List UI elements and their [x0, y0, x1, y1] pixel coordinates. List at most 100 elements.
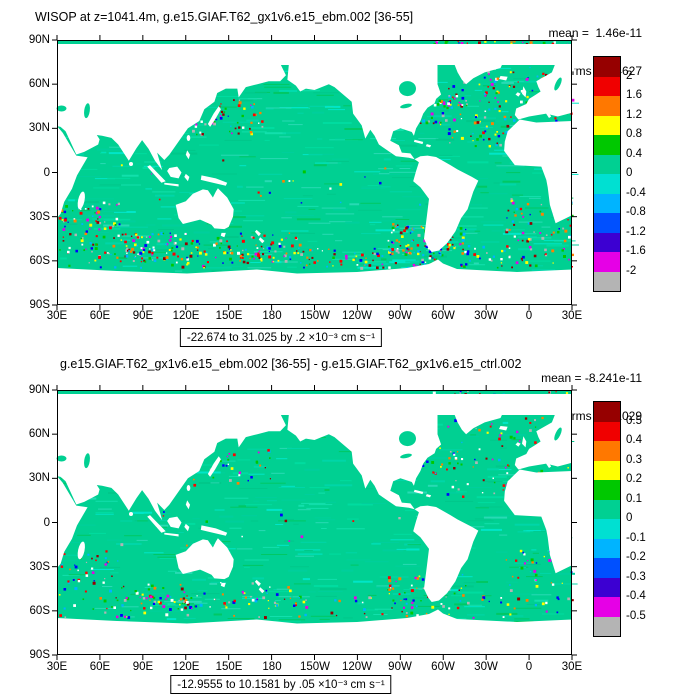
- colorbar-label: 1.2: [626, 108, 642, 121]
- colorbar-label: 0.4: [626, 147, 642, 160]
- colorbar-label: -1.2: [626, 225, 646, 238]
- y-tick-label: 60N: [28, 78, 50, 90]
- x-tick-label: 30E: [561, 661, 583, 673]
- bottom-mean-value: mean = -8.241e-11: [541, 371, 642, 385]
- colorbar-label: -2: [626, 264, 637, 277]
- bottom-panel-title: g.e15.GIAF.T62_gx1v6.e15_ebm.002 [36-55]…: [60, 357, 522, 371]
- colorbar-cell: [594, 96, 620, 117]
- x-tick-label: 150E: [215, 310, 243, 322]
- colorbar-cell: [594, 421, 620, 442]
- x-tick-label: 0: [525, 661, 533, 673]
- colorbar-cell: [594, 252, 620, 273]
- y-tick-label: 60S: [29, 605, 50, 617]
- x-tick-label: 90W: [388, 661, 412, 673]
- colorbar-cell: [594, 57, 620, 78]
- colorbar-cell: [594, 76, 620, 97]
- y-tick-label: 90N: [28, 384, 50, 396]
- y-tick-label: 0: [43, 517, 50, 529]
- colorbar-cell: [594, 174, 620, 195]
- colorbar-label: 0.4: [626, 434, 642, 446]
- x-tick-label: 90E: [132, 310, 154, 322]
- x-tick-label: 30W: [474, 661, 498, 673]
- bottom-world-map: [52, 385, 578, 660]
- bottom-contour-range-label: -12.9555 to 10.1581 by .05 ×10⁻³ cm s⁻¹: [170, 675, 392, 694]
- top-mean-value: mean = 1.46e-11: [548, 26, 642, 40]
- y-tick-label: 60S: [29, 255, 50, 267]
- colorbar-cell: [594, 597, 620, 618]
- x-tick-label: 120E: [172, 310, 200, 322]
- y-tick-label: 30S: [29, 211, 50, 223]
- x-tick-label: 180: [262, 310, 282, 322]
- colorbar-label: 1.6: [626, 89, 642, 101]
- colorbar-label: 0.3: [626, 453, 642, 466]
- x-tick-label: 120E: [172, 661, 200, 673]
- top-colorbar: 2 1.6 1.2 0.8 0.4 0 -0.4 -0.8 -1.2 -1.6 -2: [593, 56, 646, 292]
- x-tick-label: 60E: [89, 661, 111, 673]
- colorbar-cell: [594, 441, 620, 462]
- x-tick-label: 120W: [341, 661, 373, 673]
- x-tick-label: 60E: [89, 310, 111, 322]
- y-tick-label: 30N: [28, 472, 50, 484]
- y-tick-label: 30N: [28, 122, 50, 134]
- y-tick-label: 60N: [28, 428, 50, 440]
- x-tick-label: 30E: [46, 310, 68, 322]
- top-panel-title: WISOP at z=1041.4m, g.e15.GIAF.T62_gx1v6…: [35, 10, 414, 24]
- colorbar-label: -0.1: [626, 531, 646, 544]
- colorbar-label: 0.8: [626, 128, 642, 140]
- colorbar-label: 0.1: [626, 492, 642, 505]
- colorbar-cell: [594, 577, 620, 598]
- colorbar-cell: [594, 213, 620, 234]
- y-tick-label: 30S: [29, 561, 50, 573]
- colorbar-cell: [594, 460, 620, 481]
- x-tick-label: 120W: [341, 310, 373, 322]
- x-tick-label: 0: [525, 310, 533, 322]
- colorbar-cell: [594, 558, 620, 579]
- colorbar-cell: [594, 232, 620, 253]
- x-tick-label: 90E: [132, 661, 154, 673]
- colorbar-label: 0: [626, 512, 633, 524]
- colorbar-label: 0.5: [626, 414, 642, 427]
- y-tick-label: 90S: [29, 649, 50, 661]
- colorbar-label: -0.5: [626, 609, 646, 622]
- axis-ticks: [52, 35, 577, 310]
- colorbar-cell: [594, 499, 620, 520]
- colorbar-cell: [594, 135, 620, 156]
- colorbar-label: -0.4: [626, 590, 646, 602]
- top-contour-range-label: -22.674 to 31.025 by .2 ×10⁻³ cm s⁻¹: [179, 328, 383, 347]
- axis-ticks: [52, 385, 577, 660]
- colorbar-label: 0.2: [626, 473, 642, 485]
- top-world-map: [52, 35, 579, 310]
- y-tick-label: 90S: [29, 299, 50, 311]
- colorbar-label: -0.2: [626, 551, 646, 563]
- x-tick-label: 60W: [431, 310, 455, 322]
- x-tick-label: 90W: [388, 310, 412, 322]
- y-tick-label: 0: [43, 167, 50, 179]
- x-tick-label: 30E: [561, 310, 583, 322]
- x-tick-label: 180: [262, 661, 282, 673]
- colorbar-cell: [594, 271, 620, 291]
- x-tick-label: 150W: [299, 661, 331, 673]
- colorbar-label: -0.3: [626, 570, 646, 583]
- colorbar-cell: [594, 115, 620, 136]
- colorbar-cell: [594, 616, 620, 636]
- colorbar-cell: [594, 193, 620, 214]
- colorbar-label: 2: [626, 69, 633, 82]
- colorbar-label: -0.4: [626, 186, 646, 199]
- colorbar-cell: [594, 538, 620, 559]
- x-tick-label: 30E: [46, 661, 68, 673]
- colorbar-label: -1.6: [626, 245, 646, 257]
- colorbar-cell: [594, 402, 620, 423]
- map-frame: [57, 40, 572, 305]
- x-tick-label: 60W: [431, 661, 455, 673]
- x-tick-label: 150E: [215, 661, 243, 673]
- y-tick-label: 90N: [28, 34, 50, 46]
- colorbar-label: -0.8: [626, 206, 646, 218]
- x-tick-label: 150W: [299, 310, 331, 322]
- colorbar-cell: [594, 519, 620, 540]
- colorbar-cell: [594, 154, 620, 175]
- x-tick-label: 30W: [474, 310, 498, 322]
- bottom-colorbar: 0.5 0.4 0.3 0.2 0.1 0 -0.1 -0.2 -0.3 -0.4 -0.5: [593, 401, 646, 637]
- map-frame: [57, 390, 572, 655]
- colorbar-label: 0: [626, 167, 633, 179]
